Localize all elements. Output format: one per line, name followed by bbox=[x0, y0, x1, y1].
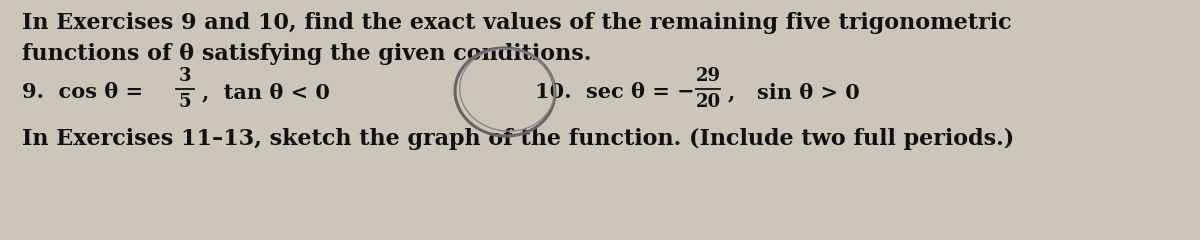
Text: In Exercises 9 and 10, find the exact values of the remaining five trigonometric: In Exercises 9 and 10, find the exact va… bbox=[22, 12, 1012, 34]
Text: 5: 5 bbox=[179, 93, 191, 111]
Text: 3: 3 bbox=[179, 67, 191, 85]
Text: ,   sin θ > 0: , sin θ > 0 bbox=[728, 82, 859, 102]
Text: 9.  cos θ =: 9. cos θ = bbox=[22, 82, 150, 102]
Text: functions of θ satisfying the given conditions.: functions of θ satisfying the given cond… bbox=[22, 43, 592, 65]
Text: 20: 20 bbox=[696, 93, 720, 111]
Text: ,  tan θ < 0: , tan θ < 0 bbox=[202, 82, 330, 102]
Text: In Exercises 11–13, sketch the graph of the function. (Include two full periods.: In Exercises 11–13, sketch the graph of … bbox=[22, 128, 1014, 150]
Text: 29: 29 bbox=[696, 67, 720, 85]
Text: 10.  sec θ = −: 10. sec θ = − bbox=[535, 82, 695, 102]
